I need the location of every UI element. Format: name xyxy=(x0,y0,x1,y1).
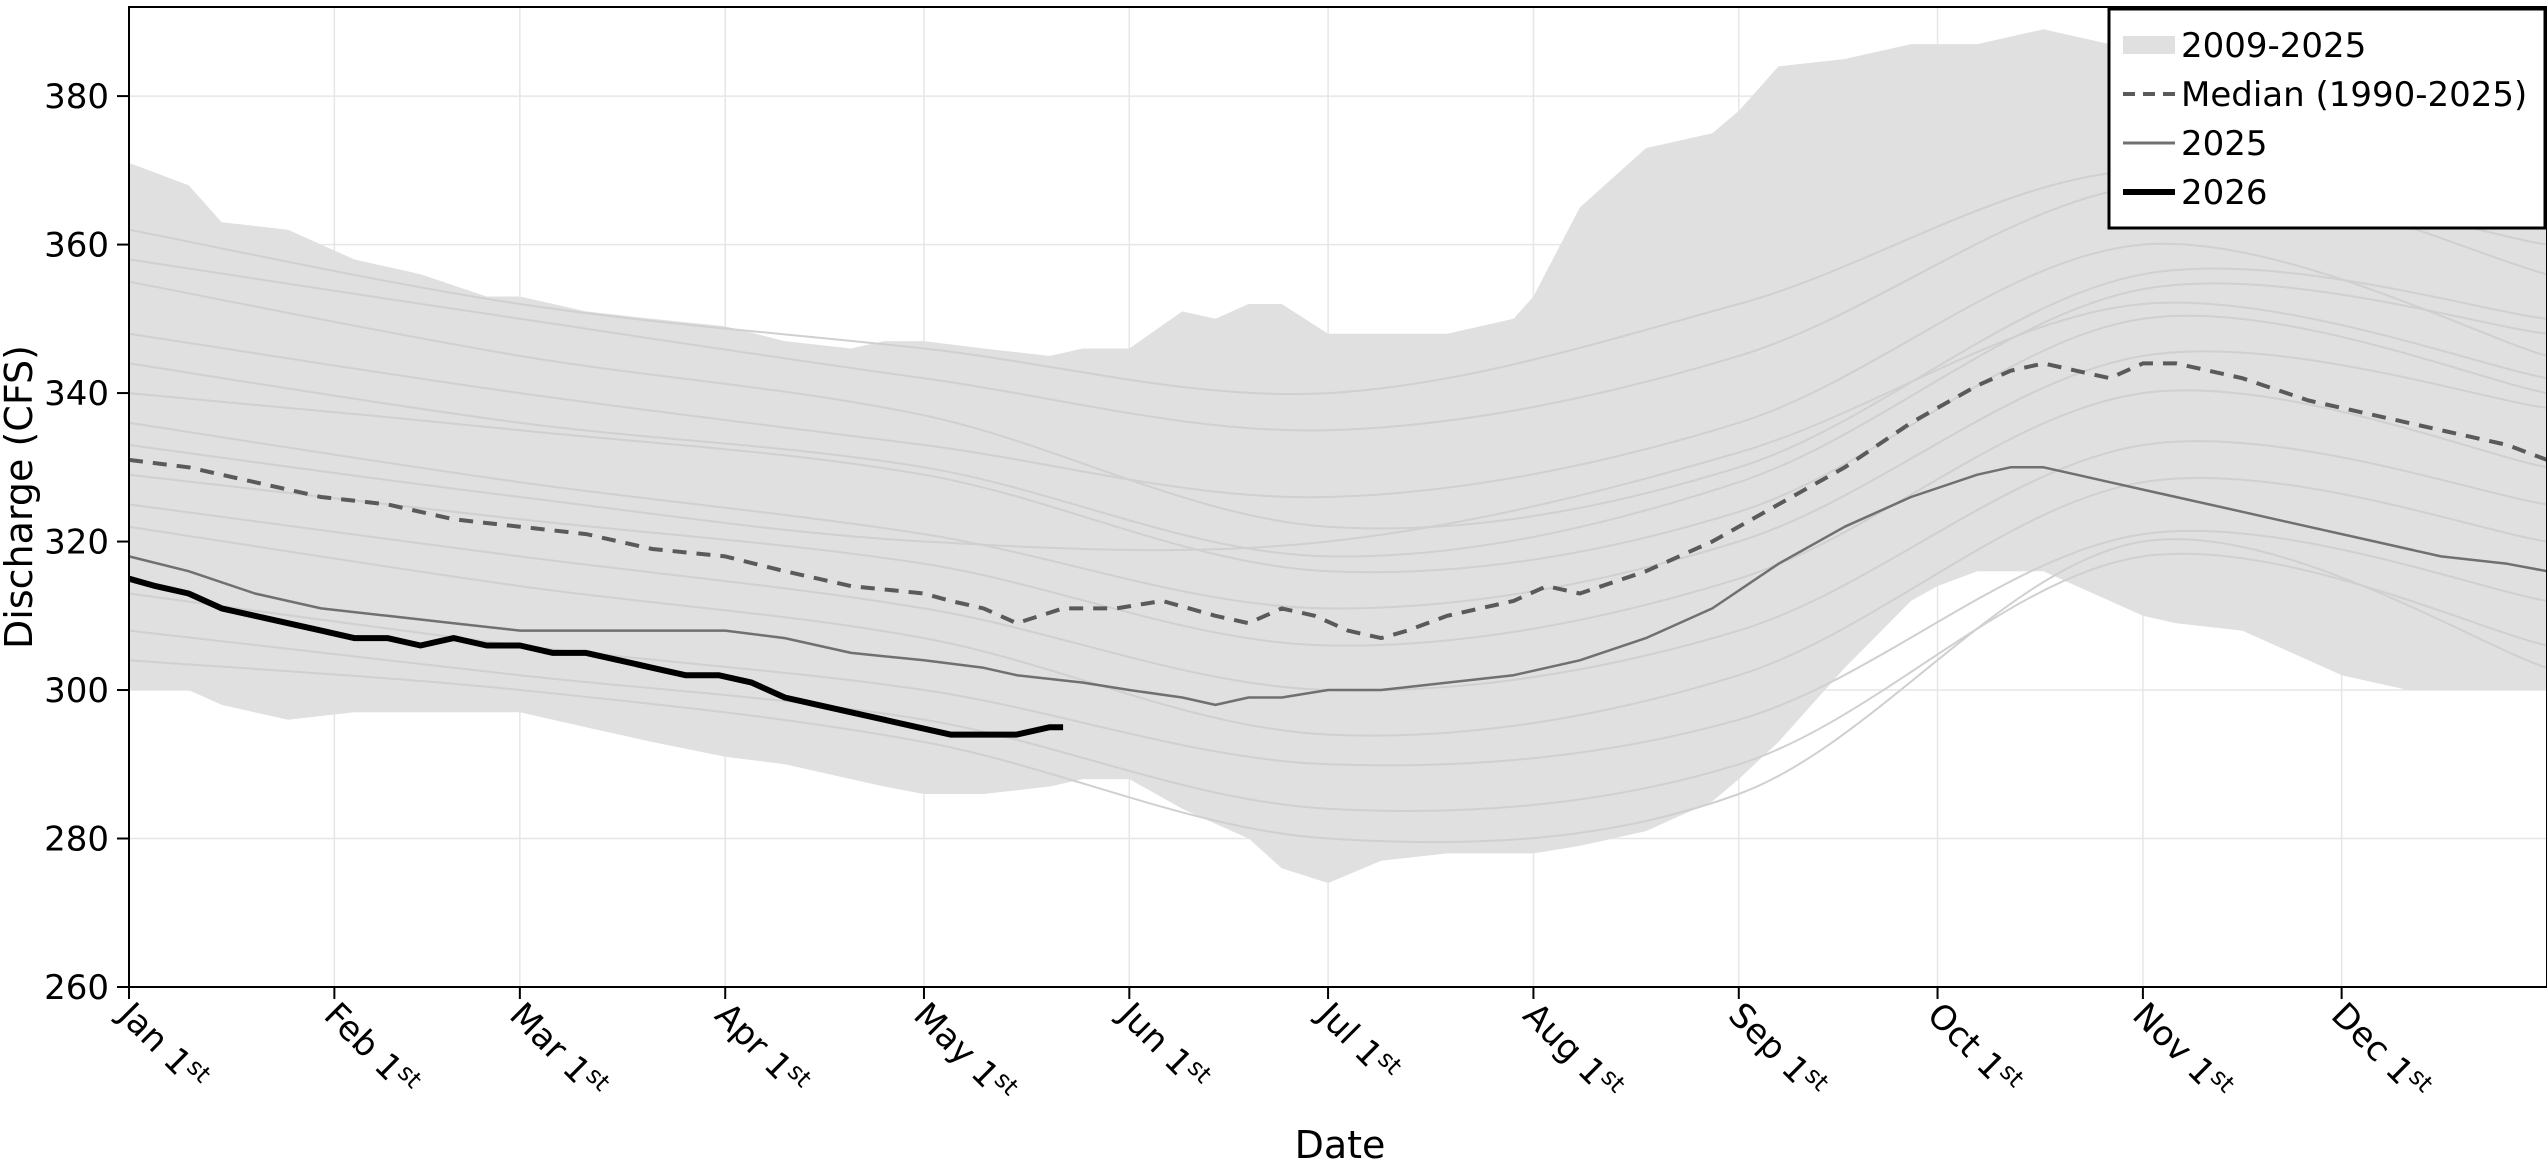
y-tick-label: 260 xyxy=(44,968,109,1008)
historic-year-line xyxy=(128,389,2547,647)
legend-label: 2026 xyxy=(2181,173,2268,213)
y-tick-label: 340 xyxy=(44,374,109,414)
y-tick-label: 360 xyxy=(44,226,109,266)
x-tick-label: Oct 1st xyxy=(1919,993,2029,1103)
historic-year-line xyxy=(128,538,2547,844)
y-tick-label: 320 xyxy=(44,523,109,563)
x-tick-label: Apr 1st xyxy=(707,993,817,1103)
x-tick-label: Feb 1st xyxy=(316,993,427,1104)
legend-swatch-band xyxy=(2123,36,2175,54)
line-2026 xyxy=(128,575,1064,738)
x-tick-label: Jul 1st xyxy=(1308,992,1407,1091)
line-2025 xyxy=(128,466,2547,707)
x-tick-label: Nov 1st xyxy=(2125,993,2241,1109)
x-axis-title: Date xyxy=(1295,1123,1386,1166)
axes xyxy=(117,6,2547,999)
y-tick-label: 280 xyxy=(44,820,109,860)
historic-year-line xyxy=(128,476,2547,737)
historic-year-line xyxy=(128,282,2547,558)
legend-box xyxy=(2107,7,2547,230)
legend-label: 2009-2025 xyxy=(2181,26,2366,66)
historic-year-line xyxy=(128,301,2547,552)
y-tick-label: 300 xyxy=(44,671,109,711)
y-tick-labels: 260 280 300 320 340 360 380 xyxy=(44,77,109,1008)
historic-year-line xyxy=(128,350,2547,610)
y-tick-label: 380 xyxy=(44,77,109,117)
x-tick-label: Dec 1st xyxy=(2323,993,2438,1108)
x-tick-labels: Jan 1st Feb 1st Mar 1st Apr 1st May 1st Jun 1… xyxy=(109,992,2438,1112)
y-axis-title: Discharge (CFS) xyxy=(0,345,41,649)
x-tick-label: Jun 1st xyxy=(1110,992,1218,1100)
legend-label: 2025 xyxy=(2181,124,2268,164)
range-band-area xyxy=(129,29,2547,884)
historic-year-line xyxy=(128,314,2547,574)
series-lines xyxy=(128,361,2547,738)
historic-year-lines xyxy=(128,169,2547,844)
range-band xyxy=(129,29,2547,884)
historic-year-line xyxy=(128,552,2547,813)
median-line xyxy=(128,361,2547,641)
x-tick-label: Aug 1st xyxy=(1515,993,1631,1109)
plot-frame xyxy=(128,6,2547,988)
x-tick-label: Jan 1st xyxy=(109,992,216,1099)
legend: 2009-2025 Median (1990-2025) 2025 2026 xyxy=(2107,7,2547,230)
historic-year-line xyxy=(128,267,2547,530)
x-tick-label: Mar 1st xyxy=(502,993,616,1107)
x-tick-label: Sep 1st xyxy=(1720,993,1834,1107)
historic-year-line xyxy=(128,242,2547,499)
x-tick-label: May 1st xyxy=(906,993,1025,1112)
legend-label: Median (1990-2025) xyxy=(2181,75,2527,115)
